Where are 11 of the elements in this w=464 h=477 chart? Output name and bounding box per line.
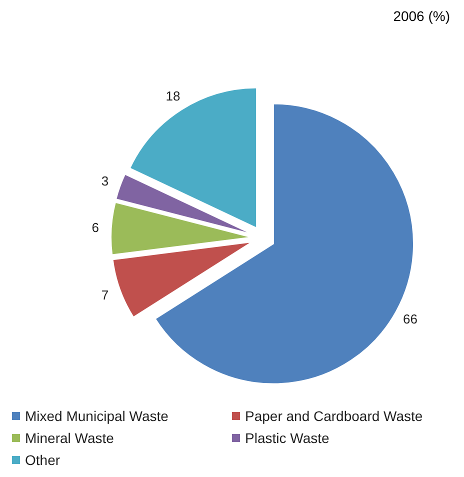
- data-label: 66: [402, 311, 418, 326]
- data-label: 6: [92, 220, 99, 235]
- data-label: 7: [101, 287, 109, 302]
- legend-label: Mineral Waste: [25, 430, 114, 446]
- legend-label: Mixed Municipal Waste: [25, 408, 168, 424]
- chart-title: 2006 (%): [392, 8, 451, 26]
- data-label: 3: [101, 174, 109, 189]
- legend-label: Paper and Cardboard Waste: [245, 408, 423, 424]
- data-label: 18: [166, 88, 180, 104]
- legend-label: Other: [25, 452, 60, 468]
- legend-label: Plastic Waste: [245, 430, 330, 446]
